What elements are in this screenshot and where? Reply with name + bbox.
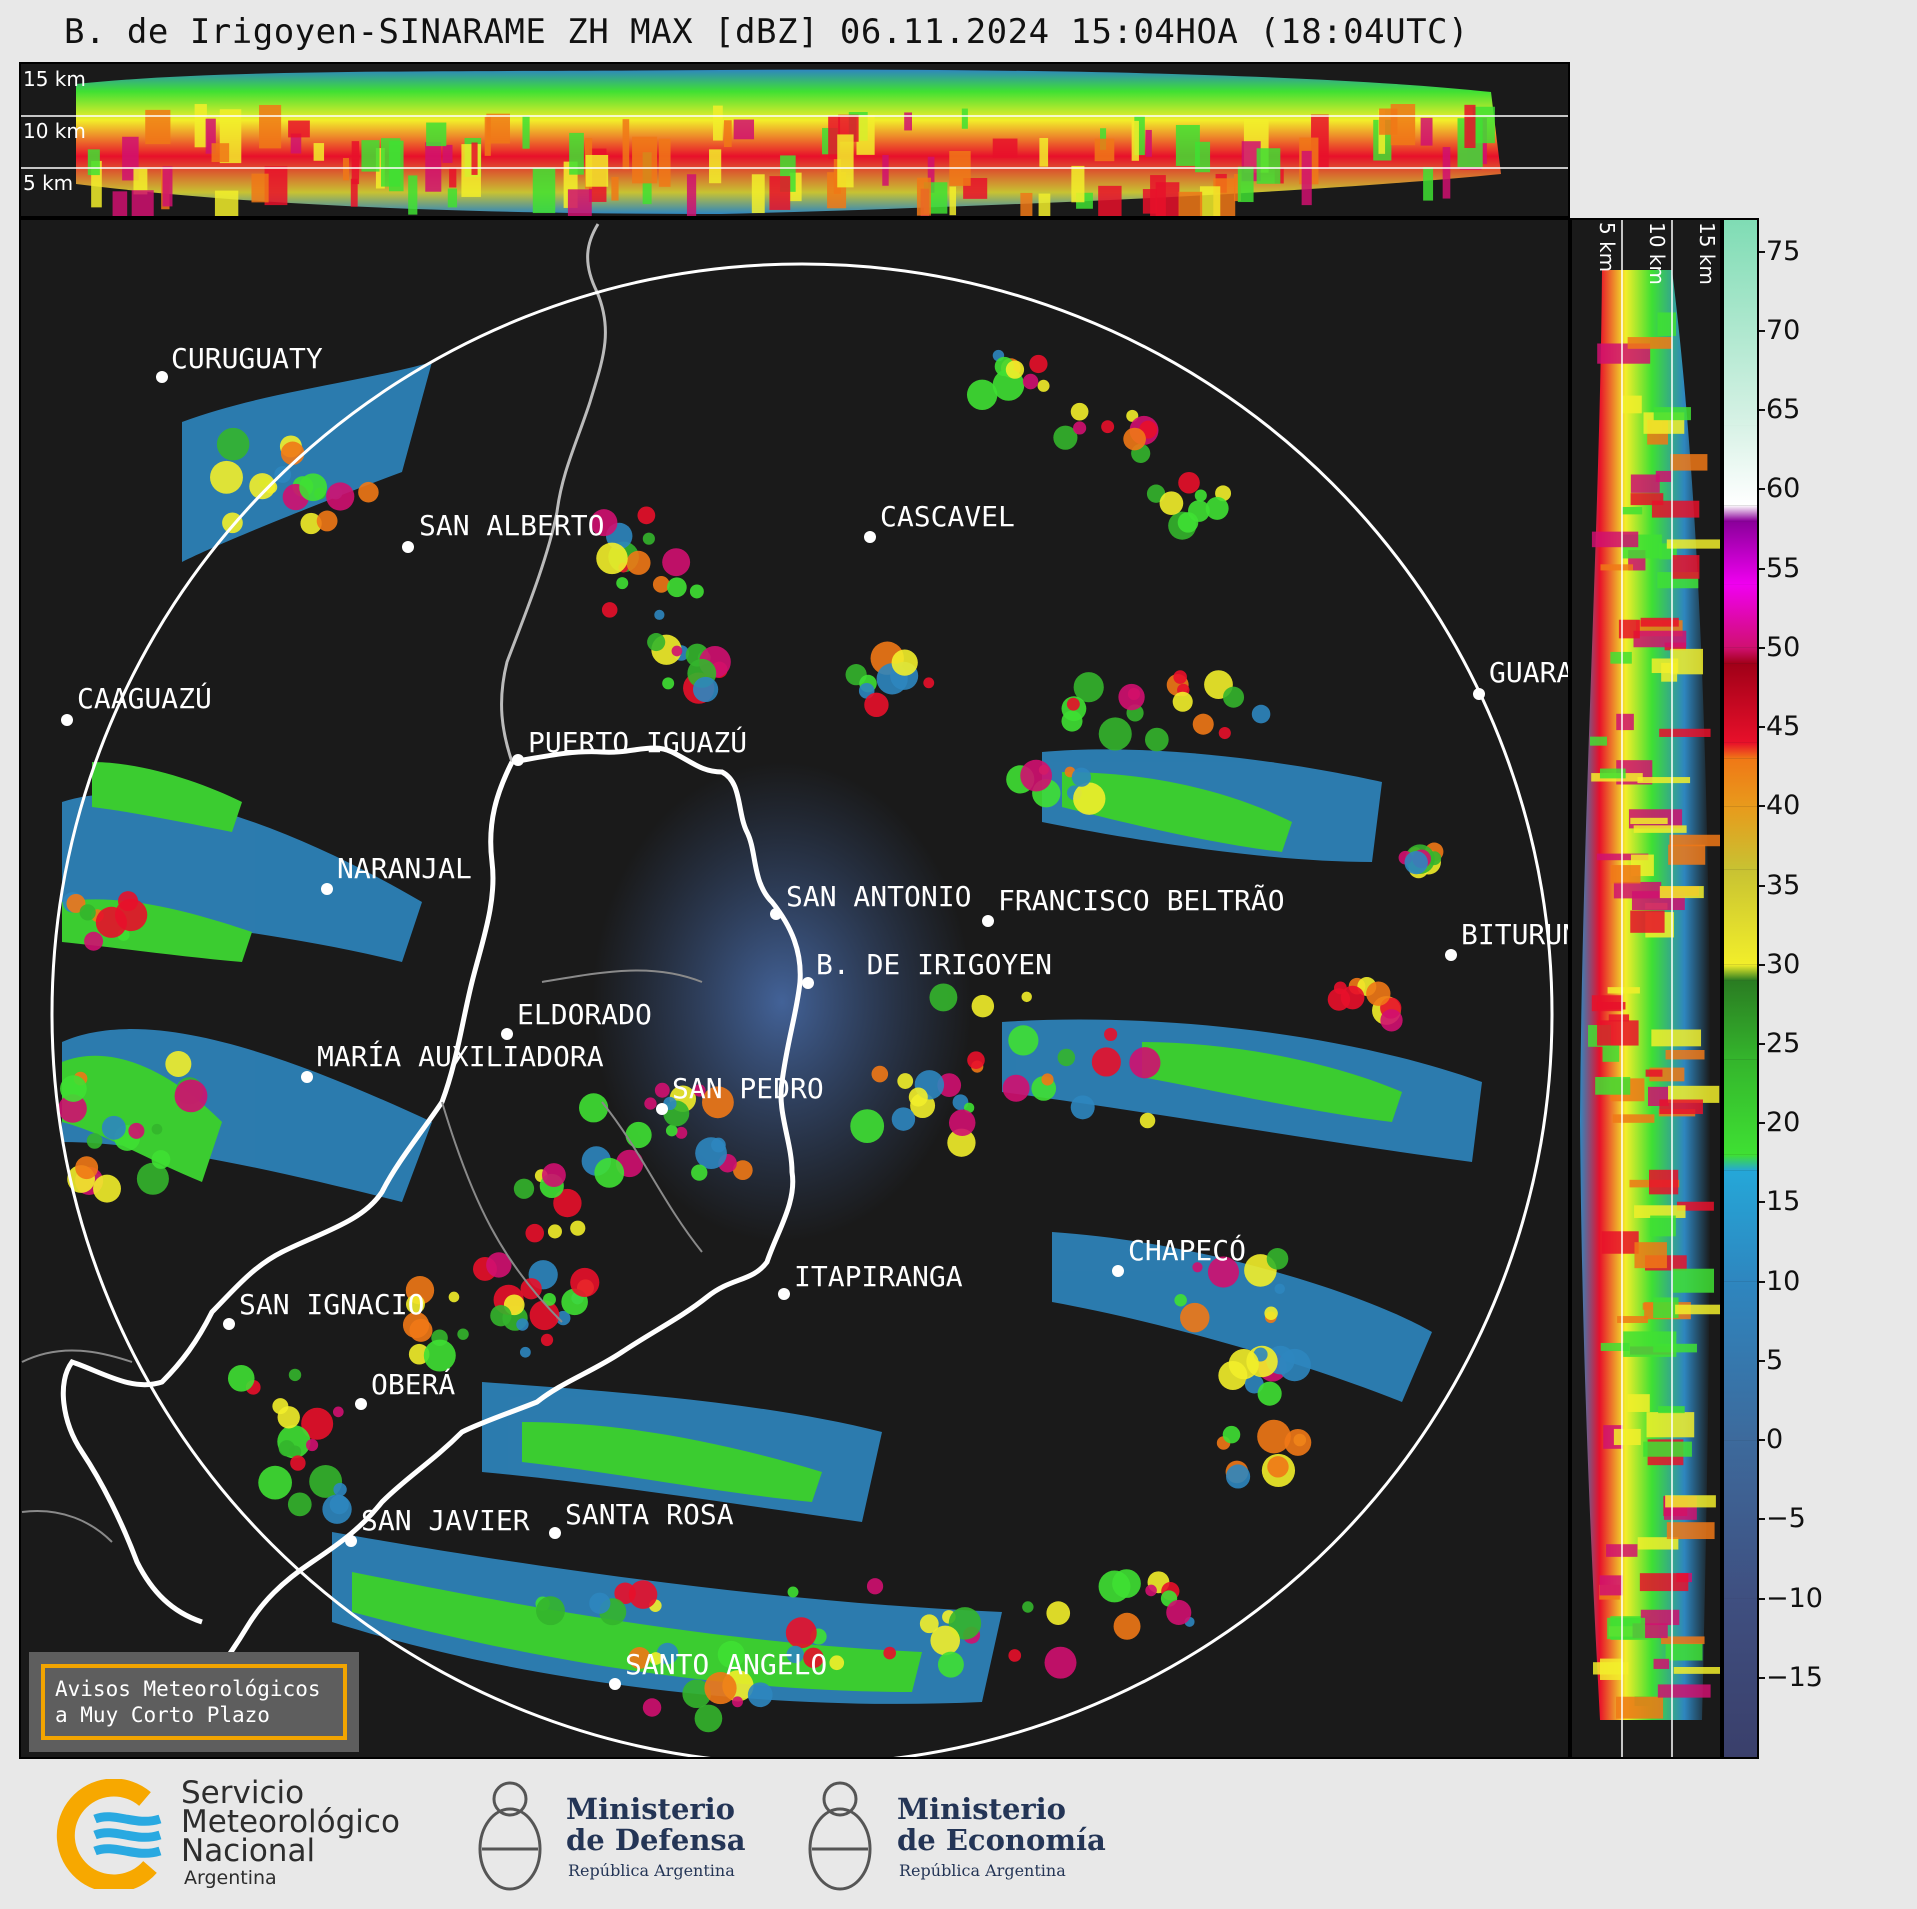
city-label: B. DE IRIGOYEN [816,948,1052,981]
top-cross-section-svg: 15 km 10 km 5 km [21,67,1568,216]
city-label: GUARAPUAVA [1489,656,1568,689]
city-dot [223,1318,235,1330]
city-label: ITAPIRANGA [794,1260,963,1293]
color-scale-tick-label: 50 [1766,631,1801,663]
color-scale-tick-label: 0 [1766,1424,1784,1456]
radar-range-ring [50,262,1554,1757]
city-dot [501,1028,513,1040]
color-scale-tick-label: 60 [1766,473,1801,505]
city-dot [1445,949,1457,961]
alt-label-5km: 5 km [23,171,73,195]
defensa-coat-of-arms-icon [478,1781,542,1891]
argentina-paraguay-border [60,760,515,1625]
top-cross-section-cells [87,104,1495,216]
city-dot [802,977,814,989]
city-label: MARÍA AUXILIADORA [317,1039,604,1073]
radar-map[interactable]: CURUGUATY SAN ALBERTO CASCAVEL CAAGUAZÚ PUER… [19,218,1570,1759]
city-label: SANTO ANGELO [625,1648,827,1681]
color-scale-tick-label: 70 [1766,314,1801,346]
city-dot [656,1103,668,1115]
city-dot [549,1527,561,1539]
city-dot [1112,1265,1124,1277]
top-cross-section: 15 km 10 km 5 km [19,62,1570,218]
color-scale-tick-label: 45 [1766,711,1801,743]
economia-coat-of-arms-icon [808,1781,872,1891]
color-scale-bar [1722,218,1759,1759]
alert-line-1: Avisos Meteorológicos [55,1677,321,1701]
alt-label-15km: 15 km [23,67,86,91]
city-label: CAAGUAZÚ [77,681,212,715]
defensa-name: Ministerio de Defensa [566,1792,746,1857]
city-label: PUERTO IGUAZÚ [528,725,747,759]
color-scale-tick-label: 40 [1766,790,1801,822]
side-alt-label-15km: 15 km [1695,222,1719,285]
province-borders [21,969,703,1543]
footer-logos: Servicio Meteorológico Nacional Argentin… [0,1759,1917,1909]
color-scale-tick-label: 10 [1766,1265,1801,1297]
city-dot [61,714,73,726]
smn-name: Servicio Meteorológico Nacional [181,1775,400,1869]
argentina-brazil-border [199,745,803,1694]
color-scale-tick-label: −5 [1766,1503,1806,1535]
city-dot [345,1535,357,1547]
alt-label-10km: 10 km [23,119,86,143]
city-dot [156,371,168,383]
color-scale-tick-label: 30 [1766,948,1801,980]
alert-button[interactable]: Avisos Meteorológicos a Muy Corto Plazo [29,1652,359,1752]
city-label: SAN ALBERTO [419,509,604,542]
economia-country: República Argentina [899,1861,1066,1880]
alert-button-frame: Avisos Meteorológicos a Muy Corto Plazo [41,1664,347,1740]
city-markers: CURUGUATY SAN ALBERTO CASCAVEL CAAGUAZÚ PUER… [61,342,1568,1690]
city-label: SAN JAVIER [361,1504,530,1537]
color-scale-svg [1724,220,1757,1757]
convective-cells [58,349,1444,1733]
city-label: SAN IGNACIO [239,1288,424,1321]
city-dot [609,1678,621,1690]
city-dot [321,883,333,895]
city-label: BITURUNA [1461,918,1568,951]
city-label: CURUGUATY [171,342,323,375]
city-dot [301,1071,313,1083]
color-scale-tick-label: −15 [1766,1661,1823,1693]
color-scale-tick-label: 75 [1766,235,1801,267]
city-dot [864,531,876,543]
color-scale-tick-label: 15 [1766,1186,1801,1218]
economia-name: Ministerio de Economía [897,1792,1106,1857]
paraguay-brazil-border [500,223,607,763]
city-dot [402,541,414,553]
color-scale-tick-label: 25 [1766,1027,1801,1059]
city-label: ELDORADO [517,998,652,1031]
side-alt-label-10km: 10 km [1645,222,1669,285]
city-dot [982,915,994,927]
city-label: SAN ANTONIO [786,880,971,913]
city-label: CASCAVEL [880,500,1015,533]
city-label: OBERÁ [371,1367,455,1401]
city-label: CHAPECÓ [1128,1233,1246,1267]
city-dot [512,754,524,766]
color-scale-tick-label: −10 [1766,1582,1823,1614]
smn-country: Argentina [184,1867,277,1889]
defensa-country: República Argentina [568,1861,735,1880]
side-cross-section: 5 km 10 km 15 km [1570,218,1722,1759]
color-scale-tick-label: 5 [1766,1344,1784,1376]
side-cross-section-svg: 5 km 10 km 15 km [1580,220,1720,1757]
city-dot [355,1398,367,1410]
city-label: SAN PEDRO [672,1072,824,1105]
color-scale-tick-label: 20 [1766,1107,1801,1139]
city-dot [770,908,782,920]
alert-line-2: a Muy Corto Plazo [55,1703,270,1727]
city-label: SANTA ROSA [565,1498,734,1531]
color-scale-tick-label: 55 [1766,552,1801,584]
city-dot [1473,688,1485,700]
city-dot [778,1288,790,1300]
map-title: B. de Irigoyen-SINARAME ZH MAX [dBZ] 06.… [64,12,1469,52]
radar-map-svg: CURUGUATY SAN ALBERTO CASCAVEL CAAGUAZÚ PUER… [21,223,1568,1757]
city-label: NARANJAL [337,852,472,885]
color-scale-tick-label: 65 [1766,394,1801,426]
city-label: FRANCISCO BELTRÃO [998,884,1285,917]
side-alt-label-5km: 5 km [1595,222,1619,272]
color-scale-tick-label: 35 [1766,869,1801,901]
smn-logo-icon [56,1779,162,1889]
